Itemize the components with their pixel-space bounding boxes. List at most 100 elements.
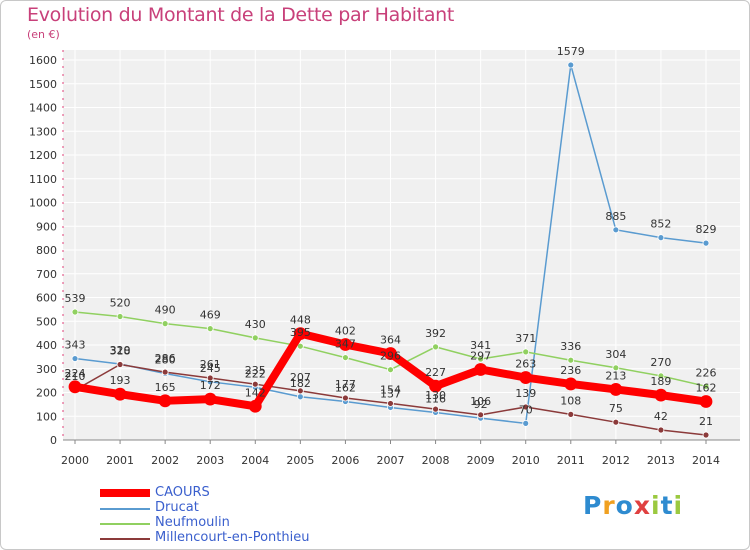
x-tick-label: 2013 (647, 454, 675, 467)
data-point-caours (519, 371, 533, 384)
data-point-millencourt (612, 418, 620, 426)
legend-label-millencourt: Millencourt-en-Ponthieu (155, 530, 310, 545)
data-point-drucat (612, 226, 620, 234)
y-tick-label: 1200 (29, 149, 57, 162)
data-point-millencourt (702, 431, 710, 439)
x-tick-label: 2002 (151, 454, 179, 467)
data-label-caours: 402 (335, 325, 356, 338)
data-label-millencourt: 108 (560, 394, 581, 407)
data-label-drucat: 343 (65, 339, 86, 352)
data-point-caours (339, 338, 352, 351)
data-point-neufmoulin (657, 372, 665, 380)
data-point-neufmoulin (477, 355, 485, 363)
data-label-neufmoulin: 270 (650, 356, 671, 369)
data-point-caours (68, 380, 82, 394)
data-label-neufmoulin: 430 (245, 318, 266, 331)
data-label-millencourt: 106 (470, 395, 491, 408)
y-tick-label: 1500 (29, 78, 57, 91)
data-point-neufmoulin (342, 354, 349, 361)
data-point-millencourt (161, 368, 169, 376)
data-point-caours (293, 327, 307, 341)
x-tick-label: 2003 (196, 454, 224, 467)
x-tick-label: 2009 (467, 454, 495, 467)
data-label-drucat: 137 (380, 387, 401, 400)
x-tick-label: 2001 (106, 454, 134, 467)
data-label-drucat: 320 (110, 344, 131, 357)
y-tick-label: 900 (36, 220, 57, 233)
data-point-caours (609, 383, 623, 396)
data-point-caours (654, 388, 668, 402)
data-point-neufmoulin (296, 342, 304, 350)
data-label-caours: 364 (380, 334, 401, 347)
data-label-caours: 263 (515, 358, 536, 371)
data-point-caours (564, 377, 578, 391)
y-tick-label: 1100 (29, 173, 57, 186)
data-label-millencourt: 207 (290, 371, 311, 384)
data-label-drucat: 222 (245, 367, 266, 380)
data-label-millencourt: 21 (699, 415, 713, 428)
y-tick-label: 1600 (29, 54, 57, 67)
chart-title: Evolution du Montant de la Dette par Hab… (27, 4, 455, 26)
data-label-neufmoulin: 469 (200, 309, 221, 322)
data-label-caours: 142 (245, 386, 266, 399)
x-tick-label: 2005 (286, 454, 314, 467)
data-label-drucat: 1579 (557, 45, 585, 58)
data-point-neufmoulin (116, 313, 124, 320)
data-label-neufmoulin: 296 (380, 350, 401, 363)
data-point-neufmoulin (387, 366, 394, 374)
data-label-drucat: 280 (155, 354, 176, 367)
data-label-caours: 165 (155, 381, 176, 394)
data-point-neufmoulin (612, 364, 620, 372)
data-point-neufmoulin (71, 308, 79, 316)
data-label-millencourt: 318 (110, 344, 131, 357)
data-label-caours: 224 (65, 367, 86, 380)
data-label-caours: 189 (650, 375, 671, 388)
x-tick-label: 2007 (377, 454, 405, 467)
data-label-neufmoulin: 226 (696, 366, 717, 379)
data-label-caours: 227 (425, 366, 446, 379)
data-label-drucat: 852 (650, 218, 671, 231)
data-label-caours: 236 (560, 364, 581, 377)
legend-swatch-caours (100, 489, 150, 497)
data-label-drucat: 92 (474, 398, 488, 411)
x-tick-label: 2004 (241, 454, 269, 467)
data-point-caours (248, 399, 262, 413)
x-tick-label: 2014 (692, 454, 720, 467)
data-point-millencourt (567, 410, 575, 418)
legend-swatch-neufmoulin (100, 523, 150, 525)
x-tick-label: 2010 (512, 454, 540, 467)
data-label-neufmoulin: 520 (110, 297, 131, 310)
data-label-drucat: 116 (425, 392, 446, 405)
y-tick-label: 800 (36, 244, 57, 257)
y-tick-label: 1400 (29, 102, 57, 115)
y-tick-label: 0 (50, 434, 57, 447)
data-point-drucat (657, 234, 665, 242)
data-label-millencourt: 286 (155, 352, 176, 365)
y-tick-label: 1300 (29, 125, 57, 138)
data-label-millencourt: 154 (380, 383, 401, 396)
data-point-drucat (567, 61, 575, 69)
x-tick-label: 2008 (422, 454, 450, 467)
data-label-millencourt: 75 (609, 402, 623, 415)
data-point-caours (474, 363, 488, 376)
legend-swatch-drucat (100, 508, 150, 510)
legend-label-drucat: Drucat (155, 500, 199, 515)
data-point-neufmoulin (567, 356, 575, 364)
data-label-neufmoulin: 539 (65, 292, 86, 305)
data-point-millencourt (657, 426, 665, 434)
x-tick-label: 2011 (557, 454, 585, 467)
data-point-caours (699, 395, 713, 408)
data-point-millencourt (296, 387, 304, 395)
data-point-caours (203, 392, 217, 406)
data-label-neufmoulin: 341 (470, 339, 491, 352)
legend-swatch-millencourt (100, 538, 150, 540)
y-unit-label: (en €) (27, 28, 60, 41)
data-label-millencourt: 139 (515, 387, 536, 400)
data-label-drucat: 162 (335, 382, 356, 395)
data-label-neufmoulin: 395 (290, 326, 311, 339)
y-tick-label: 400 (36, 339, 57, 352)
legend-label-caours: CAOURS (155, 485, 210, 500)
data-point-drucat (522, 419, 530, 427)
data-point-neufmoulin (702, 382, 710, 390)
